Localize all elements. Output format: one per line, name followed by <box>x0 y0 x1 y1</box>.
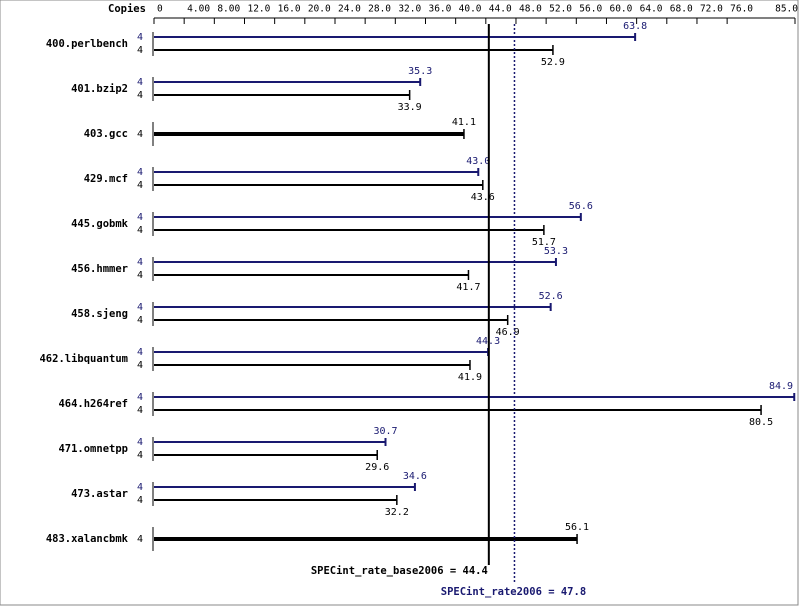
x-tick-label: 8.00 <box>217 4 240 15</box>
copies-label: 4 <box>137 495 143 506</box>
value-label: 84.9 <box>769 381 793 392</box>
x-tick-label: 48.0 <box>519 4 542 15</box>
copies-label: 4 <box>137 129 143 140</box>
copies-label: 4 <box>137 180 143 191</box>
x-tick-label: 72.0 <box>700 4 723 15</box>
copies-label: 4 <box>137 212 143 223</box>
copies-label: 4 <box>137 315 143 326</box>
x-tick-label: 68.0 <box>670 4 693 15</box>
x-tick-label: 12.0 <box>247 4 270 15</box>
value-label: 46.9 <box>496 327 520 338</box>
benchmark-name: 445.gobmk <box>71 218 129 230</box>
copies-label: 4 <box>137 360 143 371</box>
x-tick-label: 20.0 <box>308 4 331 15</box>
value-label: 80.5 <box>749 417 773 428</box>
x-tick-label: 76.0 <box>730 4 753 15</box>
benchmark-name: 464.h264ref <box>58 398 128 410</box>
copies-label: 4 <box>137 45 143 56</box>
value-label: 41.1 <box>452 117 476 128</box>
copies-label: 4 <box>137 347 143 358</box>
x-tick-label: 32.0 <box>398 4 421 15</box>
x-tick-label: 85.0 <box>775 4 798 15</box>
copies-label: 4 <box>137 32 143 43</box>
x-tick-label: 52.0 <box>549 4 572 15</box>
value-label: 52.9 <box>541 57 565 68</box>
x-tick-label: 4.00 <box>187 4 210 15</box>
x-tick-label: 44.0 <box>489 4 512 15</box>
benchmark-name: 456.hmmer <box>71 263 128 275</box>
x-tick-label: 64.0 <box>640 4 663 15</box>
x-tick-label: 56.0 <box>579 4 602 15</box>
value-label: 43.0 <box>466 156 490 167</box>
copies-label: 4 <box>137 270 143 281</box>
benchmark-name: 471.omnetpp <box>58 443 128 455</box>
value-label: 35.3 <box>408 66 432 77</box>
copies-label: 4 <box>137 450 143 461</box>
x-tick-label: 36.0 <box>428 4 451 15</box>
copies-header: Copies <box>108 3 146 15</box>
value-label: 34.6 <box>403 471 427 482</box>
value-label: 56.1 <box>565 522 589 533</box>
benchmark-name: 429.mcf <box>84 173 128 185</box>
value-label: 51.7 <box>532 237 556 248</box>
copies-label: 4 <box>137 77 143 88</box>
x-tick-label: 16.0 <box>278 4 301 15</box>
value-label: 63.8 <box>623 21 647 32</box>
copies-label: 4 <box>137 405 143 416</box>
value-label: 53.3 <box>544 246 568 257</box>
copies-label: 4 <box>137 225 143 236</box>
copies-label: 4 <box>137 257 143 268</box>
value-label: 29.6 <box>365 462 389 473</box>
x-tick-label: 28.0 <box>368 4 391 15</box>
x-tick-label: 0 <box>157 4 163 15</box>
value-label: 32.2 <box>385 507 409 518</box>
benchmark-name: 401.bzip2 <box>71 83 128 95</box>
value-label: 30.7 <box>373 426 397 437</box>
x-tick-label: 40.0 <box>459 4 482 15</box>
value-label: 41.7 <box>456 282 480 293</box>
copies-label: 4 <box>137 392 143 403</box>
copies-label: 4 <box>137 302 143 313</box>
copies-label: 4 <box>137 90 143 101</box>
value-label: 41.9 <box>458 372 482 383</box>
copies-label: 4 <box>137 437 143 448</box>
benchmark-name: 400.perlbench <box>46 38 128 50</box>
benchmark-name: 462.libquantum <box>39 353 128 365</box>
x-tick-label: 24.0 <box>338 4 361 15</box>
x-tick-label: 60.0 <box>609 4 632 15</box>
benchmark-name: 403.gcc <box>84 128 128 140</box>
reference-label: SPECint_rate_base2006 = 44.4 <box>311 565 488 577</box>
copies-label: 4 <box>137 534 143 545</box>
copies-label: 4 <box>137 482 143 493</box>
benchmark-name: 458.sjeng <box>71 308 128 320</box>
value-label: 52.6 <box>539 291 563 302</box>
reference-label: SPECint_rate2006 = 47.8 <box>441 586 586 598</box>
value-label: 33.9 <box>398 102 422 113</box>
value-label: 56.6 <box>569 201 593 212</box>
benchmark-name: 473.astar <box>71 488 128 500</box>
benchmark-name: 483.xalancbmk <box>46 533 129 545</box>
value-label: 43.6 <box>471 192 495 203</box>
copies-label: 4 <box>137 167 143 178</box>
